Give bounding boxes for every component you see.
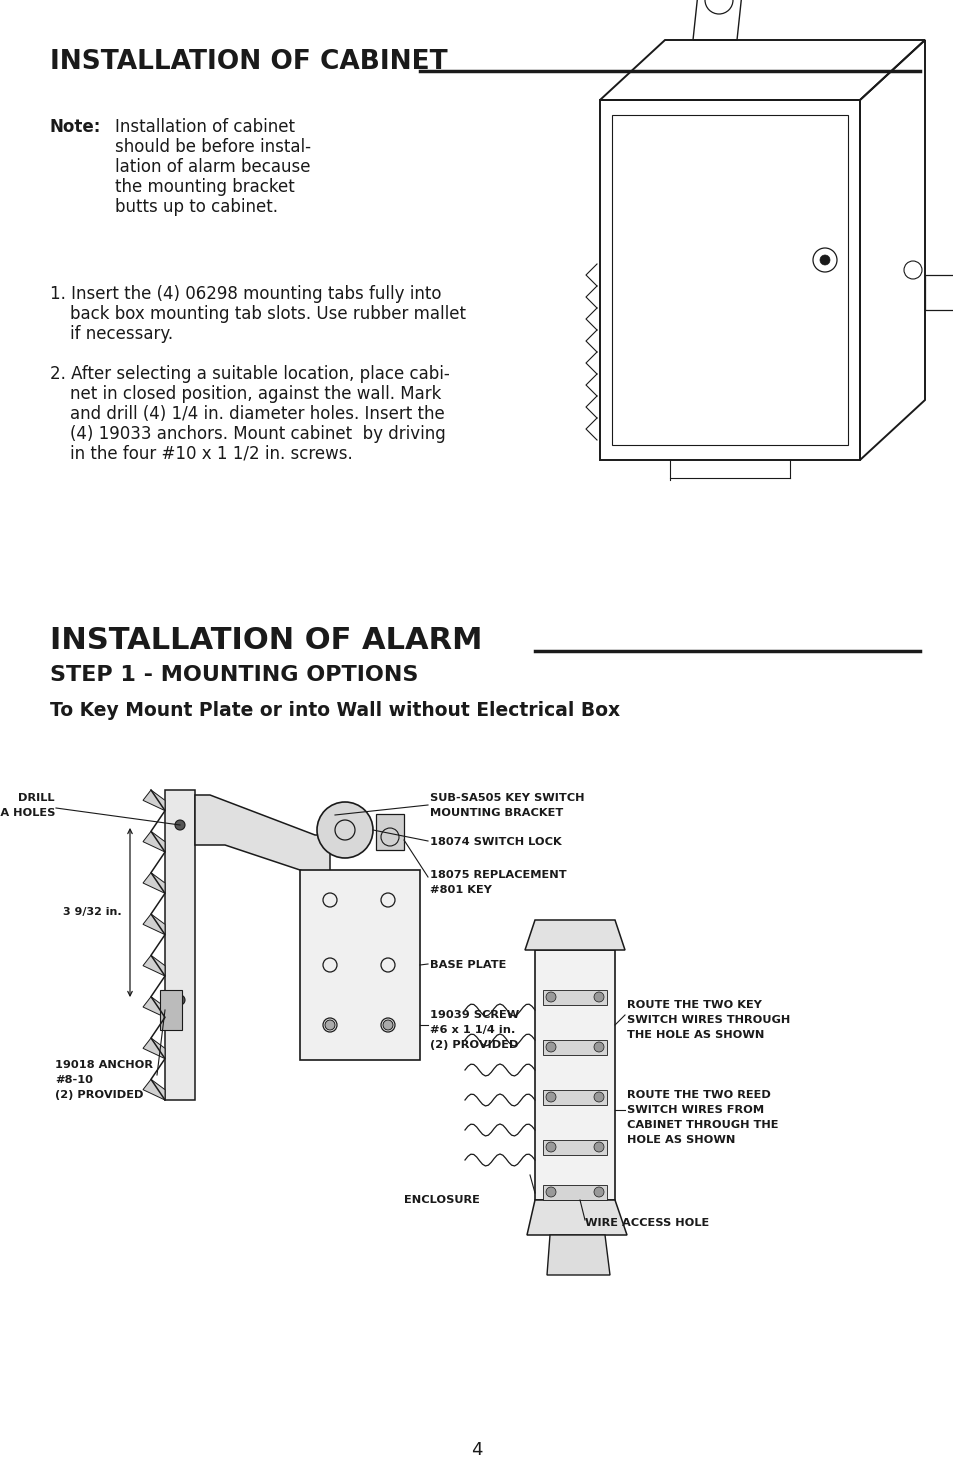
Bar [542, 1090, 606, 1105]
Text: (4) 19033 anchors. Mount cabinet  by driving: (4) 19033 anchors. Mount cabinet by driv… [70, 425, 445, 442]
Circle shape [382, 1021, 393, 1030]
Text: the mounting bracket: the mounting bracket [115, 178, 294, 196]
Circle shape [820, 255, 829, 266]
Polygon shape [524, 920, 624, 950]
Text: (2) PROVIDED: (2) PROVIDED [430, 1040, 518, 1050]
Circle shape [594, 993, 603, 1002]
Polygon shape [143, 1038, 165, 1059]
Bar [542, 990, 606, 1004]
Text: 2. After selecting a suitable location, place cabi-: 2. After selecting a suitable location, … [50, 364, 449, 384]
Polygon shape [143, 791, 165, 811]
Text: BASE PLATE: BASE PLATE [430, 960, 506, 971]
Text: THE HOLE AS SHOWN: THE HOLE AS SHOWN [626, 1030, 763, 1040]
Text: #801 KEY: #801 KEY [430, 885, 492, 895]
Bar [375, 814, 403, 850]
Text: WIRE ACCESS HOLE: WIRE ACCESS HOLE [584, 1218, 708, 1229]
Text: SWITCH WIRES FROM: SWITCH WIRES FROM [626, 1105, 763, 1115]
Circle shape [594, 1041, 603, 1052]
Bar [299, 870, 419, 1061]
Circle shape [545, 1041, 556, 1052]
Text: 18074 SWITCH LOCK: 18074 SWITCH LOCK [430, 836, 561, 847]
Text: 18075 REPLACEMENT: 18075 REPLACEMENT [430, 870, 566, 881]
Text: SWITCH WIRES THROUGH: SWITCH WIRES THROUGH [626, 1015, 789, 1025]
Text: STEP 1 - MOUNTING OPTIONS: STEP 1 - MOUNTING OPTIONS [50, 665, 418, 684]
Circle shape [594, 1142, 603, 1152]
Text: Installation of cabinet: Installation of cabinet [115, 118, 294, 136]
Polygon shape [143, 914, 165, 935]
Polygon shape [143, 956, 165, 976]
Text: butts up to cabinet.: butts up to cabinet. [115, 198, 277, 215]
Circle shape [545, 1092, 556, 1102]
Circle shape [545, 1187, 556, 1198]
Text: INSTALLATION OF CABINET: INSTALLATION OF CABINET [50, 49, 447, 75]
Text: 1. Insert the (4) 06298 mounting tabs fully into: 1. Insert the (4) 06298 mounting tabs fu… [50, 285, 441, 302]
Text: should be before instal-: should be before instal- [115, 139, 311, 156]
Text: 3-/16 DIA HOLES: 3-/16 DIA HOLES [0, 808, 55, 819]
Text: ROUTE THE TWO REED: ROUTE THE TWO REED [626, 1090, 770, 1100]
Polygon shape [143, 1080, 165, 1100]
Circle shape [545, 1142, 556, 1152]
Text: and drill (4) 1/4 in. diameter holes. Insert the: and drill (4) 1/4 in. diameter holes. In… [70, 406, 444, 423]
Bar [542, 1184, 606, 1201]
Circle shape [594, 1187, 603, 1198]
Text: ENCLOSURE: ENCLOSURE [404, 1195, 479, 1205]
Text: 3 9/32 in.: 3 9/32 in. [63, 907, 122, 917]
Circle shape [325, 1021, 335, 1030]
Text: 4: 4 [471, 1441, 482, 1459]
Bar [165, 791, 194, 1100]
Bar [160, 990, 182, 1030]
Text: MOUNTING BRACKET: MOUNTING BRACKET [430, 808, 562, 819]
Circle shape [545, 993, 556, 1002]
Text: To Key Mount Plate or into Wall without Electrical Box: To Key Mount Plate or into Wall without … [50, 701, 619, 720]
Text: #8-10: #8-10 [55, 1075, 92, 1086]
Text: DRILL: DRILL [18, 794, 55, 802]
Bar [535, 950, 615, 1201]
Bar [542, 1040, 606, 1055]
Bar [542, 1140, 606, 1155]
Text: (2) PROVIDED: (2) PROVIDED [55, 1090, 143, 1100]
Polygon shape [143, 873, 165, 894]
Text: CABINET THROUGH THE: CABINET THROUGH THE [626, 1120, 778, 1130]
Polygon shape [143, 832, 165, 853]
Polygon shape [546, 1235, 609, 1274]
Polygon shape [194, 795, 330, 875]
Text: Note:: Note: [50, 118, 101, 136]
Text: if necessary.: if necessary. [70, 324, 172, 344]
Circle shape [174, 820, 185, 830]
Text: back box mounting tab slots. Use rubber mallet: back box mounting tab slots. Use rubber … [70, 305, 465, 323]
Text: 19039 SCREW: 19039 SCREW [430, 1010, 518, 1021]
Circle shape [316, 802, 373, 858]
Text: SUB-SA505 KEY SWITCH: SUB-SA505 KEY SWITCH [430, 794, 584, 802]
Text: lation of alarm because: lation of alarm because [115, 158, 310, 176]
Text: net in closed position, against the wall. Mark: net in closed position, against the wall… [70, 385, 441, 403]
Text: in the four #10 x 1 1/2 in. screws.: in the four #10 x 1 1/2 in. screws. [70, 445, 353, 463]
Text: ROUTE THE TWO KEY: ROUTE THE TWO KEY [626, 1000, 761, 1010]
Polygon shape [526, 1201, 626, 1235]
Circle shape [594, 1092, 603, 1102]
Text: INSTALLATION OF ALARM: INSTALLATION OF ALARM [50, 625, 482, 655]
Text: HOLE AS SHOWN: HOLE AS SHOWN [626, 1134, 735, 1145]
Polygon shape [143, 997, 165, 1018]
Text: #6 x 1 1/4 in.: #6 x 1 1/4 in. [430, 1025, 515, 1035]
Circle shape [174, 996, 185, 1004]
Text: 19018 ANCHOR: 19018 ANCHOR [55, 1061, 152, 1069]
